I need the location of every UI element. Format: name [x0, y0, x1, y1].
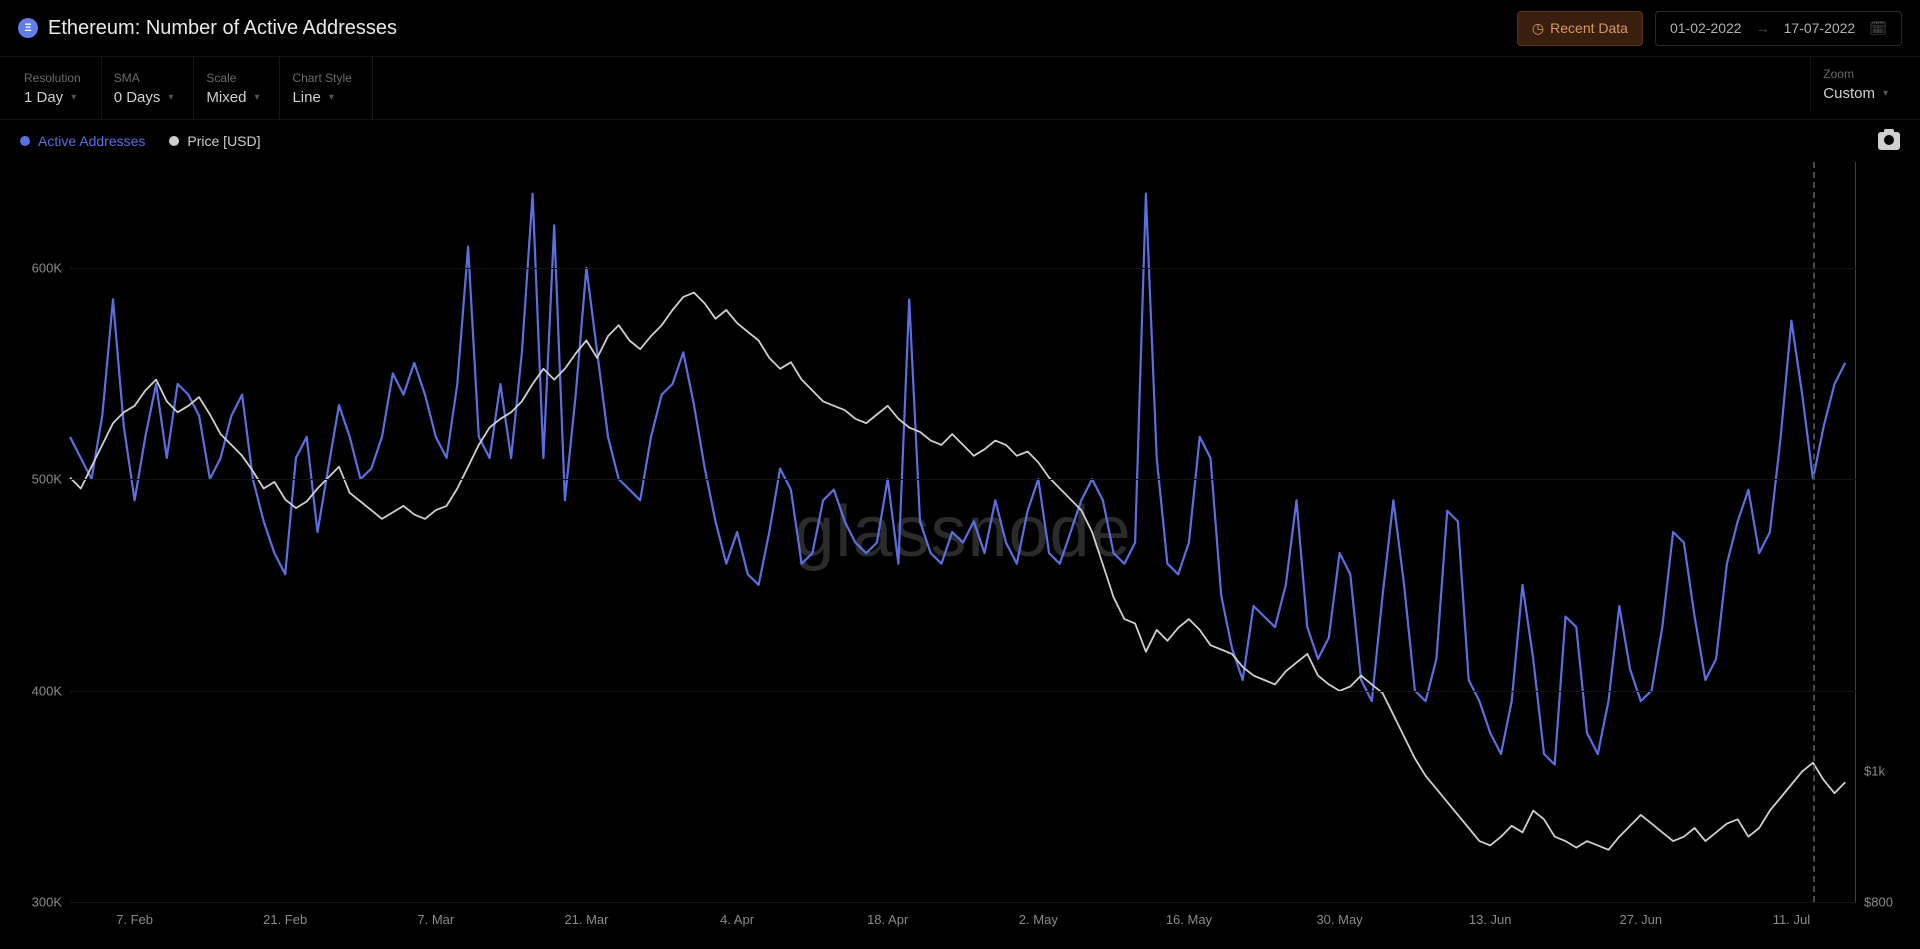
- legend-label-1: Active Addresses: [38, 133, 145, 149]
- chevron-down-icon: ▾: [1883, 88, 1888, 99]
- x-tick-label: 21. Feb: [263, 912, 307, 927]
- chart-style-label: Chart Style: [292, 71, 351, 85]
- x-tick-label: 4. Apr: [720, 912, 754, 927]
- arrow-right-icon: →: [1756, 20, 1770, 36]
- x-axis: 7. Feb 21. Feb 7. Mar 21. Mar 4. Apr 18. Apr 2…: [70, 902, 1856, 942]
- chart-style-select[interactable]: Chart Style Line ▾: [280, 57, 372, 119]
- scale-label: Scale: [206, 71, 259, 85]
- chevron-down-icon: ▾: [71, 92, 76, 103]
- resolution-label: Resolution: [24, 71, 81, 85]
- controls-bar: Resolution 1 Day ▾ SMA 0 Days ▾ Scale Mixe…: [0, 56, 1920, 120]
- header-right: ◷ Recent Data 01-02-2022 → 17-07-2022 🗓: [1517, 11, 1902, 46]
- chevron-down-icon: ▾: [329, 92, 334, 103]
- zoom-select[interactable]: Zoom Custom ▾: [1810, 57, 1908, 112]
- x-tick-label: 7. Feb: [116, 912, 153, 927]
- x-tick-label: 18. Apr: [867, 912, 908, 927]
- legend-row: Active Addresses Price [USD]: [0, 120, 1920, 156]
- chevron-down-icon: ▾: [168, 92, 173, 103]
- legend-dot-icon: [169, 136, 179, 146]
- x-tick-label: 11. Jul: [1773, 912, 1810, 927]
- controls-right: Zoom Custom ▾: [1810, 57, 1908, 119]
- now-marker: [1813, 162, 1815, 902]
- recent-data-label: Recent Data: [1550, 20, 1628, 36]
- scale-select[interactable]: Scale Mixed ▾: [194, 57, 280, 119]
- scale-value: Mixed: [206, 89, 246, 106]
- zoom-value: Custom: [1823, 85, 1875, 102]
- x-tick-label: 2. May: [1019, 912, 1058, 927]
- legend-label-2: Price [USD]: [187, 133, 260, 149]
- x-tick-label: 16. May: [1166, 912, 1212, 927]
- title-wrap: Ξ Ethereum: Number of Active Addresses: [18, 17, 397, 40]
- chart-header: Ξ Ethereum: Number of Active Addresses ◷…: [0, 0, 1920, 56]
- x-tick-label: 7. Mar: [417, 912, 454, 927]
- chart-svg: [70, 162, 1856, 902]
- page-title: Ethereum: Number of Active Addresses: [48, 17, 397, 40]
- chart-area: 600K500K400K300K $1k$800 glassnode 7. Fe…: [14, 162, 1906, 942]
- sma-select[interactable]: SMA 0 Days ▾: [102, 57, 195, 119]
- resolution-select[interactable]: Resolution 1 Day ▾: [12, 57, 102, 119]
- x-tick-label: 27. Jun: [1619, 912, 1662, 927]
- plot-area[interactable]: glassnode: [70, 162, 1856, 902]
- resolution-value: 1 Day: [24, 89, 63, 106]
- clock-icon: ◷: [1532, 20, 1544, 37]
- controls-left: Resolution 1 Day ▾ SMA 0 Days ▾ Scale Mixe…: [12, 57, 373, 119]
- x-tick-label: 21. Mar: [564, 912, 608, 927]
- series-price_usd: [70, 293, 1845, 850]
- legend-items: Active Addresses Price [USD]: [20, 133, 261, 149]
- calendar-icon: 🗓: [1869, 20, 1887, 37]
- x-tick-label: 30. May: [1316, 912, 1362, 927]
- screenshot-button[interactable]: [1878, 132, 1900, 150]
- date-range-picker[interactable]: 01-02-2022 → 17-07-2022 🗓: [1655, 11, 1902, 46]
- y-tick-label: 500K: [32, 472, 62, 487]
- y-axis-left: 600K500K400K300K: [14, 162, 70, 902]
- y-tick-label: 300K: [32, 895, 62, 910]
- date-from: 01-02-2022: [1670, 20, 1742, 36]
- ethereum-icon: Ξ: [18, 18, 38, 38]
- zoom-label: Zoom: [1823, 67, 1888, 81]
- y-tick-label: $1k: [1864, 764, 1885, 779]
- legend-dot-icon: [20, 136, 30, 146]
- x-tick-label: 13. Jun: [1469, 912, 1512, 927]
- legend-item-price[interactable]: Price [USD]: [169, 133, 260, 149]
- y-tick-label: 600K: [32, 260, 62, 275]
- sma-value: 0 Days: [114, 89, 161, 106]
- date-to: 17-07-2022: [1784, 20, 1856, 36]
- sma-label: SMA: [114, 71, 174, 85]
- legend-item-active-addresses[interactable]: Active Addresses: [20, 133, 145, 149]
- chart-style-value: Line: [292, 89, 320, 106]
- recent-data-button[interactable]: ◷ Recent Data: [1517, 11, 1643, 46]
- chevron-down-icon: ▾: [254, 92, 259, 103]
- y-axis-right: $1k$800: [1856, 162, 1906, 902]
- y-tick-label: $800: [1864, 895, 1893, 910]
- y-tick-label: 400K: [32, 683, 62, 698]
